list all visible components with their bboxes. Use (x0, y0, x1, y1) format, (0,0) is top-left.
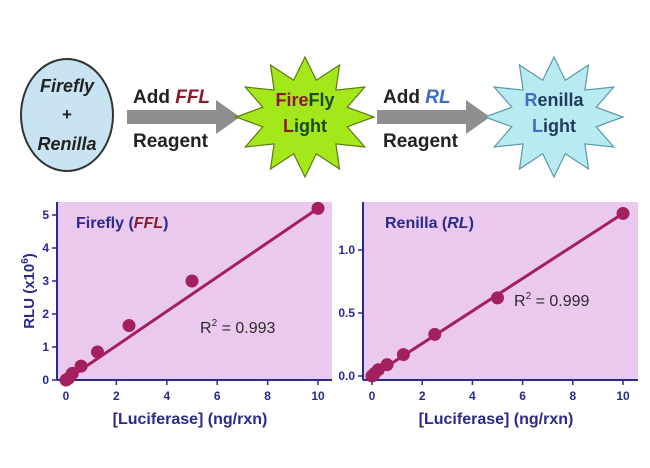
renilla-data-point (380, 358, 394, 372)
firefly-y-tick-label: 2 (42, 307, 49, 321)
renilla-y-tick-label: 1.0 (338, 243, 355, 257)
burst1-line2: Light (283, 116, 327, 136)
step2-reagent-label: Reagent (383, 131, 459, 152)
firefly-y-tick-label: 0 (42, 373, 49, 387)
renilla-chart-title: Renilla (RL) (385, 215, 474, 232)
renilla-data-point (396, 348, 410, 362)
renilla-x-tick-label: 10 (616, 389, 630, 403)
workflow: Firefly + Renilla Add FFL Reagent FireFl… (20, 55, 625, 179)
step1-reagent-name: FFL (175, 87, 210, 108)
renilla-x-tick-label: 2 (419, 389, 426, 403)
renilla-x-tick-label: 0 (369, 389, 376, 403)
renilla-x-tick-label: 8 (569, 389, 576, 403)
sample-line-firefly: Firefly (40, 76, 95, 96)
firefly-y-axis-label: RLU (x106) (20, 253, 38, 329)
firefly-x-tick-label: 2 (113, 389, 120, 403)
firefly-fit-line (65, 207, 319, 382)
burst2-line2: Light (532, 116, 576, 136)
step1-reagent-label: Reagent (133, 131, 209, 152)
firefly-data-point (74, 359, 88, 373)
burst2-line1: Renilla (524, 90, 584, 110)
firefly-x-tick-label: 0 (63, 389, 70, 403)
burst1-line1: FireFly (275, 90, 334, 110)
firefly-x-tick-label: 10 (311, 389, 325, 403)
step2-label: Add RL (383, 87, 451, 108)
firefly-chart-title: Firefly (FFL) (76, 215, 168, 232)
renilla-x-tick-label: 4 (469, 389, 476, 403)
renilla-light-burst (483, 55, 625, 179)
firefly-x-tick-label: 6 (214, 389, 221, 403)
renilla-y-tick-label: 0.5 (338, 306, 355, 320)
firefly-y-tick-label: 5 (42, 208, 49, 222)
renilla-chart: Renilla (RL) R2 = 0.999 [Luciferase] (ng… (338, 202, 638, 428)
arrow-1 (127, 100, 240, 134)
arrow-2 (377, 100, 490, 134)
firefly-chart: Firefly (FFL) R2 = 0.993 RLU (x106) [Luc… (20, 201, 332, 428)
firefly-y-tick-label: 3 (42, 274, 49, 288)
step2-reagent-name: RL (425, 87, 450, 108)
firefly-data-point (185, 274, 199, 288)
renilla-data-point (428, 327, 442, 341)
renilla-x-tick-label: 6 (519, 389, 526, 403)
firefly-data-point (311, 201, 325, 215)
renilla-annotation-r2: R2 = 0.999 (514, 291, 590, 310)
firefly-y-tick-label: 1 (42, 340, 49, 354)
renilla-y-tick-label: 0.0 (338, 369, 355, 383)
firefly-data-point (65, 366, 79, 380)
firefly-y-tick-label: 4 (42, 241, 49, 255)
firefly-data-point (122, 319, 136, 333)
sample-line-plus: + (62, 105, 72, 124)
firefly-x-axis-label: [Luciferase] (ng/rxn) (113, 411, 268, 428)
sample-oval (20, 58, 114, 172)
firefly-x-tick-label: 4 (163, 389, 170, 403)
renilla-data-point (491, 291, 504, 305)
firefly-light-burst (234, 55, 376, 179)
firefly-x-tick-label: 8 (264, 389, 271, 403)
sample-line-renilla: Renilla (37, 134, 96, 154)
firefly-annotation-r2: R2 = 0.993 (200, 318, 276, 337)
renilla-x-axis-label: [Luciferase] (ng/rxn) (419, 411, 574, 428)
step1-label: Add FFL (133, 87, 210, 108)
renilla-data-point (616, 206, 630, 220)
firefly-data-point (91, 345, 104, 359)
